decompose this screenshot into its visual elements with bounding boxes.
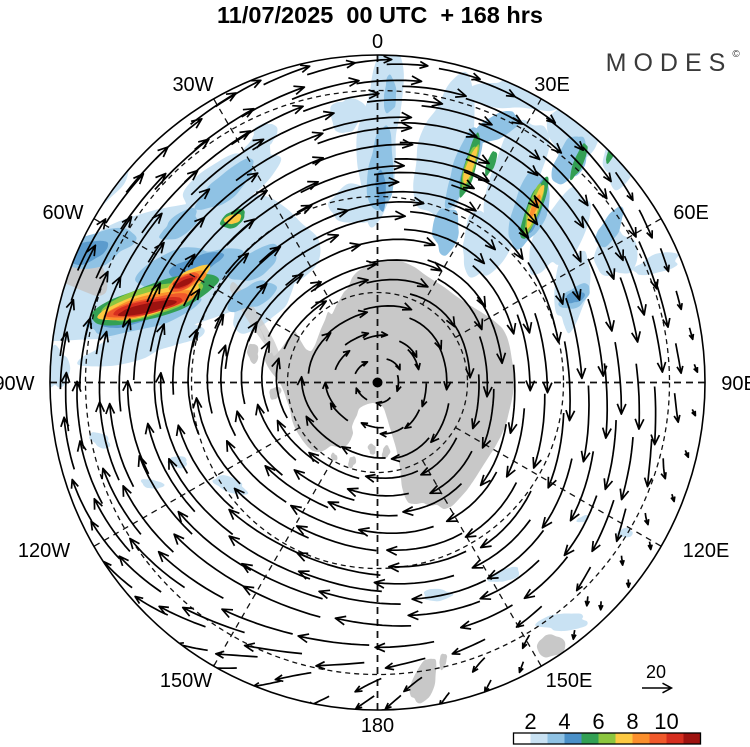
- svg-text:120W: 120W: [18, 540, 70, 562]
- svg-text:0: 0: [372, 31, 383, 53]
- svg-text:20: 20: [646, 662, 666, 682]
- svg-text:150W: 150W: [160, 670, 212, 692]
- svg-text:60E: 60E: [673, 202, 709, 224]
- svg-text:30E: 30E: [534, 74, 570, 96]
- svg-text:120E: 120E: [683, 540, 730, 562]
- svg-text:©: ©: [732, 49, 740, 60]
- svg-text:180: 180: [361, 715, 394, 737]
- svg-text:2: 2: [524, 709, 536, 734]
- svg-text:MODES: MODES: [606, 49, 733, 77]
- svg-text:4: 4: [558, 709, 570, 734]
- svg-text:60W: 60W: [42, 202, 83, 224]
- svg-text:90E: 90E: [721, 373, 750, 395]
- svg-text:10: 10: [654, 709, 678, 734]
- svg-text:30W: 30W: [172, 74, 213, 96]
- svg-text:90W: 90W: [0, 373, 35, 395]
- svg-text:8: 8: [626, 709, 638, 734]
- svg-text:150E: 150E: [546, 670, 593, 692]
- svg-text:11/07/2025 00 UTC + 168 hrs: 11/07/2025 00 UTC + 168 hrs: [217, 2, 543, 28]
- svg-text:6: 6: [592, 709, 604, 734]
